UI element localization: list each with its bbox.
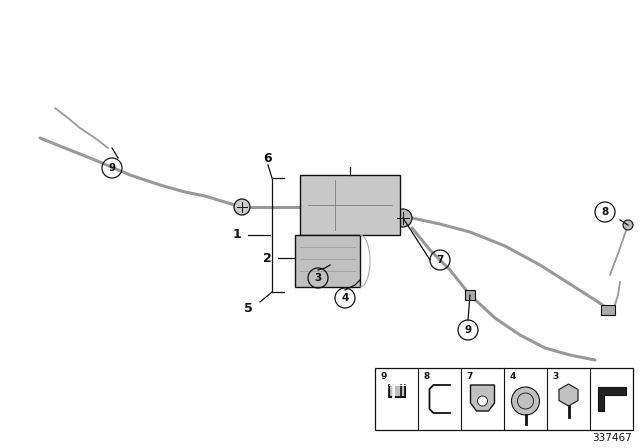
Text: 4: 4 <box>509 372 516 381</box>
Bar <box>375 368 633 430</box>
Bar <box>388 385 404 397</box>
Text: 6: 6 <box>264 151 272 164</box>
Text: 2: 2 <box>262 251 271 264</box>
Circle shape <box>623 220 633 230</box>
Text: 8: 8 <box>602 207 609 217</box>
Bar <box>300 175 400 235</box>
Circle shape <box>394 209 412 227</box>
Text: 9: 9 <box>108 163 116 173</box>
Text: 3: 3 <box>314 273 322 283</box>
Text: 3: 3 <box>552 372 559 381</box>
Polygon shape <box>559 384 578 406</box>
Polygon shape <box>470 385 495 411</box>
Text: 9: 9 <box>380 372 387 381</box>
Bar <box>465 290 475 300</box>
Text: 7: 7 <box>466 372 472 381</box>
Text: 337467: 337467 <box>592 433 632 443</box>
Text: 5: 5 <box>244 302 252 314</box>
Text: 1: 1 <box>232 228 241 241</box>
Text: 7: 7 <box>436 255 444 265</box>
Bar <box>601 305 615 315</box>
Text: 9: 9 <box>465 325 472 335</box>
Circle shape <box>477 396 488 406</box>
Text: 8: 8 <box>423 372 429 381</box>
Bar <box>295 235 360 287</box>
Circle shape <box>511 387 540 415</box>
Circle shape <box>234 199 250 215</box>
Polygon shape <box>598 387 625 411</box>
Text: 4: 4 <box>341 293 349 303</box>
